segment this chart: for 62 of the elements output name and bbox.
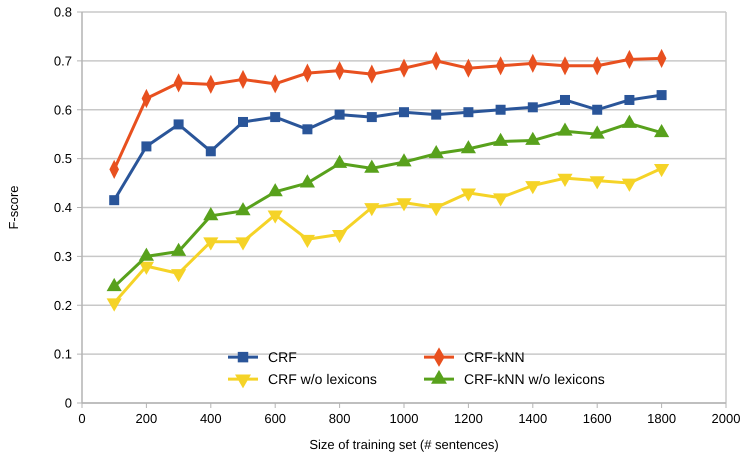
point xyxy=(525,181,540,194)
y-tick-label: 0.1 xyxy=(54,346,72,362)
point xyxy=(463,107,474,118)
point xyxy=(624,94,634,105)
x-tick-label: 2000 xyxy=(712,411,740,426)
x-tick-label: 1600 xyxy=(582,411,612,426)
x-tick-label: 0 xyxy=(78,411,86,426)
point xyxy=(141,141,152,152)
point xyxy=(557,174,573,187)
point xyxy=(109,195,120,206)
point xyxy=(334,110,345,120)
point xyxy=(106,298,122,312)
point xyxy=(203,237,218,250)
y-tick-label: 0.3 xyxy=(54,248,72,264)
y-tick-label: 0.7 xyxy=(54,53,72,68)
point xyxy=(366,112,377,122)
point xyxy=(238,116,248,127)
point xyxy=(460,188,476,202)
y-axis-title: F-score xyxy=(6,185,21,230)
y-tick-label: 0.8 xyxy=(54,4,72,20)
y-tick-label: 0.6 xyxy=(54,102,72,118)
point xyxy=(493,193,508,206)
legend-label: CRF-kNN xyxy=(464,349,525,366)
x-tick-label: 1800 xyxy=(647,411,676,426)
x-axis-title: Size of training set (# sentences) xyxy=(309,437,499,452)
x-tick-label: 800 xyxy=(328,411,350,426)
point xyxy=(270,112,280,122)
point xyxy=(622,178,637,192)
point xyxy=(302,124,312,134)
legend-label: CRF-kNN w/o lexicons xyxy=(464,371,605,388)
point xyxy=(174,119,184,130)
x-tick-label: 1200 xyxy=(454,411,483,426)
point xyxy=(171,269,186,282)
y-tick-label: 0.2 xyxy=(54,298,72,313)
point xyxy=(396,198,412,212)
x-tick-label: 1400 xyxy=(518,411,548,426)
point xyxy=(431,110,442,120)
point xyxy=(656,90,667,100)
point xyxy=(428,203,444,216)
legend-label: CRF xyxy=(268,349,297,366)
point xyxy=(592,104,602,115)
point xyxy=(268,210,283,224)
point xyxy=(528,102,538,112)
point xyxy=(654,164,670,178)
x-tick-label: 1000 xyxy=(390,411,418,426)
point xyxy=(206,146,216,156)
point xyxy=(300,234,315,248)
x-tick-label: 200 xyxy=(136,411,158,426)
x-tick-label: 600 xyxy=(264,411,286,426)
y-tick-label: 0.4 xyxy=(54,200,72,215)
point xyxy=(496,104,506,115)
y-tick-label: 0.5 xyxy=(54,151,72,166)
point xyxy=(364,203,380,216)
point xyxy=(399,107,409,118)
point xyxy=(235,237,251,250)
legend-label: CRF w/o lexicons xyxy=(268,371,377,388)
point xyxy=(332,230,348,244)
point xyxy=(560,94,570,105)
point xyxy=(590,176,605,190)
point xyxy=(138,262,154,275)
x-tick-label: 400 xyxy=(200,411,222,426)
y-tick-label: 0 xyxy=(64,396,72,410)
